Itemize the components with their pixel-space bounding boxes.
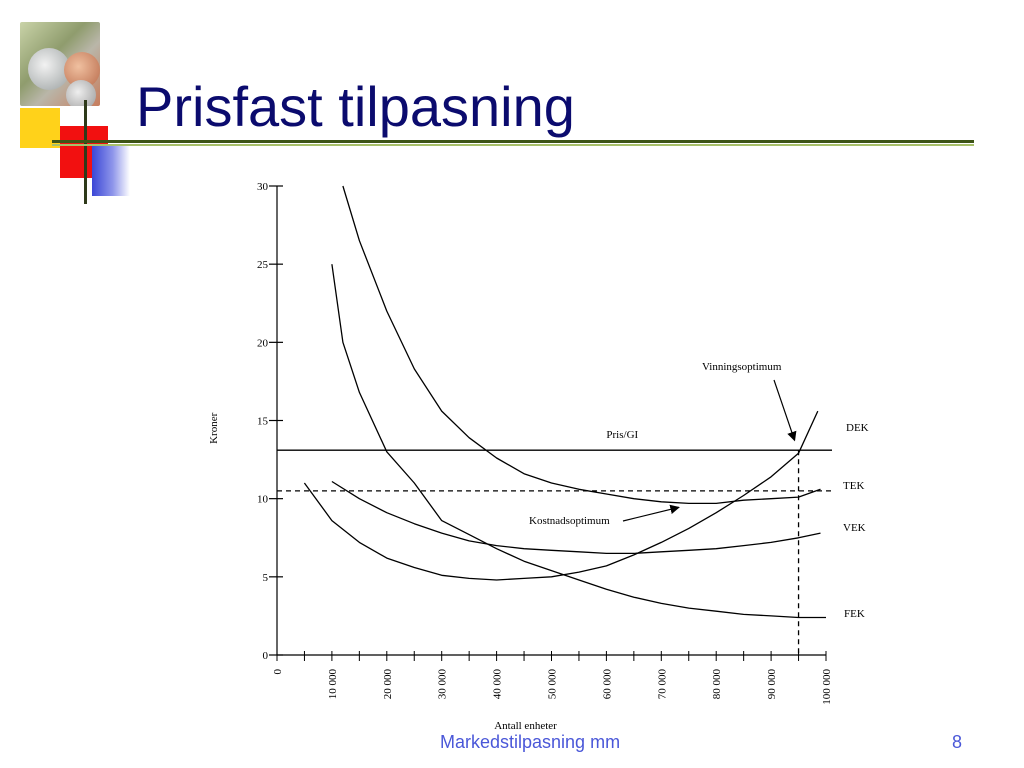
series-fek-line	[331, 264, 826, 619]
page-number: 8	[951, 732, 962, 752]
series-tek-label: TEK	[843, 480, 864, 492]
x-tick-label: 60 000	[601, 669, 613, 700]
title-underline-light	[52, 144, 974, 146]
x-tick-label: 30 000	[437, 669, 449, 700]
chart-labels: Pris/GI DEK TEK VEK FEK Vinningsoptimum Kostna…	[529, 361, 869, 620]
y-tick-label: 5	[263, 572, 269, 584]
coin-graphic	[28, 48, 70, 90]
vertical-rule-decoration	[84, 100, 87, 204]
annotation-arrow	[622, 504, 680, 522]
title-underline	[52, 140, 974, 143]
y-tick-label: 25	[257, 259, 269, 271]
chart-reference-lines	[277, 449, 832, 655]
profit-optimum-annotation: Vinningsoptimum	[702, 361, 782, 373]
blue-square-decoration	[92, 146, 130, 196]
y-tick-label: 0	[263, 650, 269, 662]
x-tick-label: 20 000	[382, 669, 394, 700]
x-tick-label: 80 000	[711, 669, 723, 700]
price-line-label: Pris/GI	[606, 429, 638, 441]
y-tick-label: 30	[257, 181, 269, 193]
x-tick-label: 50 000	[547, 669, 559, 700]
x-tick-label: 40 000	[492, 669, 504, 700]
annotation-arrow	[773, 379, 797, 442]
y-axis-label: Kroner	[208, 412, 220, 443]
x-tick-label: 100 000	[821, 669, 833, 705]
series-dek-label: DEK	[846, 422, 869, 434]
slide-footer: Markedstilpasning mm	[440, 732, 621, 752]
coins-photo	[20, 22, 100, 106]
slide-title: Prisfast tilpasning	[136, 75, 575, 138]
series-tek-line	[303, 410, 819, 581]
cost-optimum-annotation: Kostnadsoptimum	[529, 515, 610, 527]
series-fek-label: FEK	[844, 608, 865, 620]
y-tick-label: 10	[257, 494, 269, 506]
series-vek-label: VEK	[843, 522, 866, 534]
y-tick-label: 15	[257, 416, 269, 428]
x-tick-label: 0	[272, 669, 284, 675]
series-dek-line	[342, 185, 821, 505]
x-tick-label: 70 000	[656, 669, 668, 700]
chart-axes: 0 5 10 15 20 25 30 0 10 000 20 000 30 000 40 000 50 …	[208, 181, 833, 732]
coin-graphic	[66, 80, 96, 106]
x-tick-label: 10 000	[327, 669, 339, 700]
y-tick-label: 20	[257, 337, 269, 349]
x-axis-label: Antall enheter	[494, 720, 557, 732]
chart-series	[303, 185, 826, 619]
x-tick-label: 90 000	[766, 669, 778, 700]
series-vek-line	[331, 480, 821, 555]
